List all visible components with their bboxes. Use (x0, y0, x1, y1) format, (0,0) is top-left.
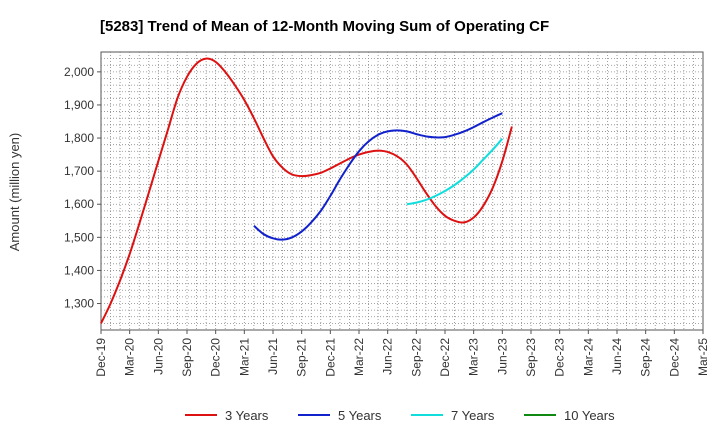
y-tick-label: 1,400 (64, 263, 94, 277)
y-axis-label: Amount (million yen) (7, 133, 22, 252)
chart-title: [5283] Trend of Mean of 12-Month Moving … (100, 18, 549, 35)
x-tick-label: Dec-24 (667, 338, 681, 377)
series-line-3-years (100, 57, 513, 324)
y-tick-label: 2,000 (64, 65, 94, 79)
x-tick-label: Mar-22 (352, 338, 366, 376)
series-line-7-years (406, 138, 504, 206)
x-tick-label: Jun-24 (610, 338, 624, 375)
x-tick-label: Dec-23 (553, 338, 567, 377)
series-lines (100, 57, 513, 324)
x-axis-ticks: Dec-19 Mar-20 Jun-20 Sep-20 Dec-20 Mar-21 Jun-… (94, 330, 710, 377)
x-tick-label: Mar-21 (237, 338, 251, 376)
x-tick-label: Sep-22 (409, 338, 423, 377)
legend-label-10-years: 10 Years (564, 408, 615, 423)
y-tick-label: 1,600 (64, 197, 94, 211)
y-tick-label: 1,900 (64, 98, 94, 112)
legend-label-7-years: 7 Years (451, 408, 495, 423)
y-tick-label: 1,300 (64, 297, 94, 311)
x-tick-label: Dec-20 (209, 338, 223, 377)
x-tick-label: Jun-22 (381, 338, 395, 375)
grid-lines (101, 52, 703, 330)
x-tick-label: Jun-21 (266, 338, 280, 375)
x-tick-label: Mar-25 (696, 338, 710, 376)
y-tick-label: 1,700 (64, 164, 94, 178)
y-tick-label: 1,500 (64, 230, 94, 244)
x-tick-label: Dec-19 (94, 338, 108, 377)
legend: 3 Years 5 Years 7 Years 10 Years (185, 408, 615, 423)
x-tick-label: Mar-20 (123, 338, 137, 376)
y-axis-ticks: 1,300 1,400 1,500 1,600 1,700 1,800 1,900 2,000 (64, 65, 101, 311)
y-tick-label: 1,800 (64, 131, 94, 145)
series-line-5-years (253, 112, 503, 241)
x-tick-label: Sep-21 (295, 338, 309, 377)
x-tick-label: Sep-23 (524, 338, 538, 377)
x-tick-label: Mar-23 (467, 338, 481, 376)
x-tick-label: Jun-23 (495, 338, 509, 375)
legend-label-3-years: 3 Years (225, 408, 269, 423)
x-tick-label: Dec-22 (438, 338, 452, 377)
x-tick-label: Sep-24 (639, 338, 653, 377)
x-tick-label: Mar-24 (581, 338, 595, 376)
legend-label-5-years: 5 Years (338, 408, 382, 423)
x-tick-label: Sep-20 (180, 338, 194, 377)
x-tick-label: Jun-20 (151, 338, 165, 375)
x-tick-label: Dec-21 (323, 338, 337, 377)
